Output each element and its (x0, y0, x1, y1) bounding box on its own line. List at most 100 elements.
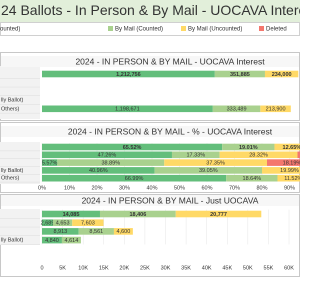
y-tick-label: Others) (1, 176, 20, 182)
data-label: 1,212,756 (116, 72, 140, 78)
x-tick-label: 30K (161, 265, 171, 271)
bar-segment (113, 228, 133, 235)
data-label: 47.26% (98, 153, 117, 159)
data-label: 66.99% (125, 176, 144, 182)
bar-segment (99, 210, 176, 218)
bar-segment (61, 236, 81, 244)
data-label: 14,085 (63, 212, 80, 218)
data-label: 38.89% (101, 160, 120, 166)
bar-segment (57, 159, 165, 166)
bar-segment (266, 159, 300, 166)
data-label: 5.57% (42, 160, 58, 166)
x-tick-label: 10K (78, 265, 88, 271)
data-label: 4,653 (56, 220, 70, 226)
x-tick-label: 90% (284, 185, 295, 191)
data-label: 7,603 (81, 220, 95, 226)
x-tick-label: 25K (140, 265, 150, 271)
data-label: 4,600 (117, 229, 131, 235)
x-tick-label: 60% (201, 185, 212, 191)
x-tick-label: 15K (99, 265, 109, 271)
data-label: 1,198,671 (115, 107, 139, 113)
chart-title: 2024 - IN PERSON & BY MAIL - % - UOCAVA … (68, 126, 273, 136)
dashboard: 24 Ballots - In Person & By Mail - UOCAV… (0, 0, 300, 277)
bar-segment (274, 143, 300, 151)
legend-label: ounted) (0, 27, 20, 33)
data-label: 19.01% (239, 145, 258, 151)
data-label: 4,614 (65, 238, 79, 244)
chart-title-band (1, 56, 299, 67)
bar-segment (171, 151, 220, 159)
data-label: 17.33% (186, 153, 205, 159)
bar-segment (42, 174, 227, 182)
bar-segment (42, 143, 223, 151)
data-label: 18,406 (129, 212, 146, 218)
x-tick-label: 70% (229, 185, 240, 191)
bar-segment (42, 236, 62, 244)
data-label: 351,885 (230, 72, 250, 78)
legend-label: Deleted (266, 27, 287, 33)
bar-segment (72, 219, 104, 226)
legend-label: By Mail (Counted) (115, 27, 163, 33)
bar-segment (264, 70, 299, 78)
y-tick-label: lly Ballot) (1, 98, 23, 104)
x-tick-label: 80% (256, 185, 267, 191)
x-tick-label: 55K (264, 265, 274, 271)
bar-segment (226, 174, 278, 182)
bar-segment (42, 219, 54, 226)
bar-segment (175, 210, 262, 218)
legend-swatch (108, 26, 113, 31)
label-column (0, 66, 40, 119)
bar-segment (42, 228, 79, 235)
y-tick-label: lly Ballot) (1, 168, 23, 174)
data-label: 37.35% (206, 160, 225, 166)
x-tick-label: 40K (202, 265, 212, 271)
data-label: 2,689 (41, 220, 55, 226)
data-label: 65.52% (123, 145, 142, 151)
bar-segment (222, 143, 275, 151)
data-label: 8,913 (53, 229, 67, 235)
chart-title-band (1, 126, 299, 137)
data-label: 18.19% (283, 160, 300, 166)
bar-segment (42, 70, 215, 78)
bar-segment (214, 70, 265, 78)
x-tick-label: 0% (38, 185, 46, 191)
data-label: 18.64% (243, 176, 262, 182)
x-tick-label: 30% (119, 185, 130, 191)
x-tick-label: 50% (174, 185, 185, 191)
data-label: 20,777 (210, 212, 227, 218)
data-label: 333,489 (227, 107, 247, 113)
bar-segment (53, 219, 73, 226)
bar-segment (212, 105, 261, 113)
bar-segment (42, 151, 172, 159)
legend-swatch (259, 26, 264, 31)
label-column (0, 142, 40, 184)
legend-label: By Mail (Uncounted) (188, 27, 242, 33)
bar-segment (42, 105, 213, 113)
legend-band (0, 22, 300, 36)
data-label: 11.52% (284, 176, 300, 182)
y-tick-label: Others) (1, 106, 20, 112)
chart-title: 2024 - IN PERSON & BY MAIL - Just UOCAVA (82, 195, 259, 205)
data-label: 213,900 (266, 107, 286, 113)
x-tick-label: 45K (222, 265, 232, 271)
x-tick-label: 20K (119, 265, 129, 271)
x-tick-label: 40% (146, 185, 157, 191)
panel (0, 194, 300, 277)
bar-segment (154, 167, 263, 174)
x-tick-label: 0 (40, 265, 43, 271)
chart-title: 2024 - IN PERSON & BY MAIL - UOCAVA Inte… (75, 56, 265, 66)
data-label: 40.96% (89, 168, 108, 174)
data-label: 4,840 (45, 238, 59, 244)
data-label: 234,000 (272, 72, 292, 78)
bar-segment (260, 105, 291, 113)
bar-segment (42, 167, 155, 174)
bar-segment (277, 174, 300, 182)
data-label: 19.99% (280, 168, 299, 174)
x-tick-label: 50K (243, 265, 253, 271)
bar-segment (78, 228, 114, 235)
dashboard-title: 24 Ballots - In Person & By Mail - UOCAV… (1, 2, 300, 18)
title-band (0, 0, 300, 22)
chart-title-band (1, 195, 299, 206)
y-tick-label: lly Ballot) (1, 238, 23, 244)
data-label: 8,561 (89, 229, 103, 235)
